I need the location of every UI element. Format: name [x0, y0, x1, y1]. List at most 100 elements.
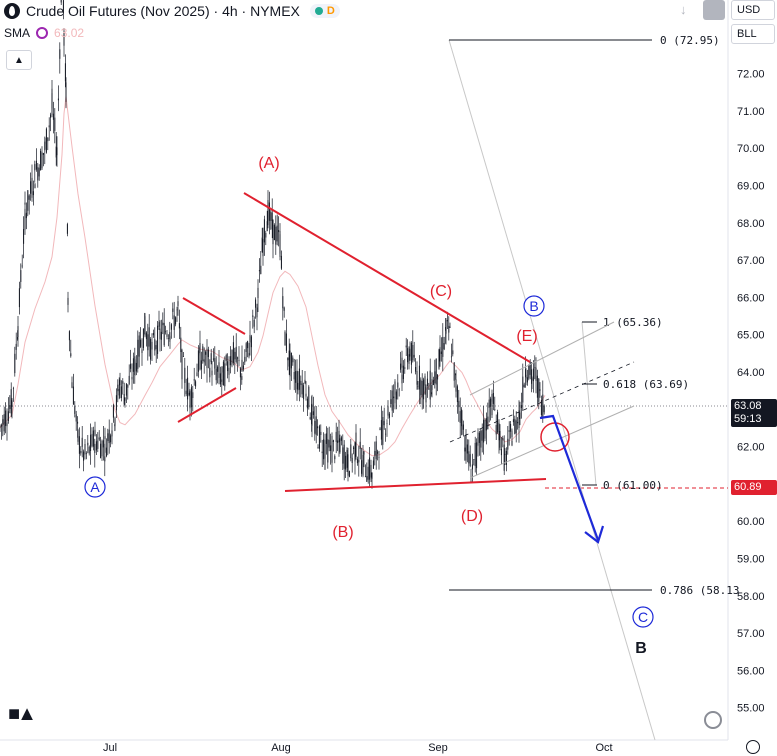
candle: [505, 451, 507, 465]
candle: [253, 319, 255, 327]
unit-select[interactable]: BLL: [731, 24, 775, 44]
symbol-icon[interactable]: [4, 3, 20, 19]
flag-lower-line: [177, 387, 237, 423]
candle: [268, 202, 270, 221]
candle: [491, 407, 493, 416]
candle: [328, 439, 330, 448]
candle: [7, 411, 9, 421]
candle: [452, 350, 454, 355]
candle: [539, 389, 541, 391]
tradingview-logo: ■▲: [8, 703, 37, 725]
candle: [497, 412, 499, 433]
candle: [250, 336, 252, 348]
symbol-title[interactable]: Crude Oil Futures (Nov 2025) · 4h · NYME…: [26, 3, 300, 19]
candle: [261, 237, 263, 252]
candle: [429, 370, 431, 400]
candle: [343, 444, 345, 469]
chart-header: Crude Oil Futures (Nov 2025) · 4h · NYME…: [0, 0, 340, 22]
fib-level-label: 0 (61.00): [603, 479, 663, 492]
candle: [304, 379, 306, 384]
candle: [114, 418, 116, 425]
indicator-settings-icon[interactable]: [36, 27, 49, 39]
candle: [197, 350, 199, 372]
candle: [122, 381, 124, 384]
candle: [356, 458, 358, 464]
candle: [51, 93, 53, 109]
y-tick-label: 65.00: [737, 330, 765, 342]
candle: [275, 226, 277, 245]
candle: [262, 239, 264, 257]
candle: [256, 307, 258, 318]
collapse-legend-button[interactable]: ▲: [6, 50, 32, 70]
candle: [504, 453, 506, 455]
candle: [494, 409, 496, 410]
candle: [169, 337, 171, 340]
candle: [298, 368, 300, 390]
candle: [162, 322, 164, 326]
indicator-name[interactable]: SMA: [4, 26, 31, 40]
settings-icon[interactable]: [704, 711, 722, 729]
candle: [366, 476, 368, 482]
candle: [9, 405, 11, 409]
candle: [107, 433, 109, 442]
candle: [339, 438, 341, 453]
candle: [362, 454, 364, 476]
candle: [2, 419, 4, 425]
candle: [271, 212, 273, 230]
candle: [402, 365, 404, 380]
candle: [222, 361, 224, 386]
candle: [78, 436, 80, 454]
candle: [500, 448, 502, 456]
candle: [511, 432, 513, 437]
candle: [54, 117, 56, 131]
download-arrow-icon[interactable]: ↓: [680, 2, 687, 17]
candle: [44, 141, 46, 144]
candle: [450, 356, 452, 358]
candle: [342, 447, 344, 464]
candle: [405, 345, 407, 348]
candle: [449, 326, 451, 328]
candle: [42, 153, 44, 155]
auto-scale-icon[interactable]: [746, 740, 760, 754]
flag-upper-line: [182, 297, 246, 335]
candle: [248, 353, 250, 357]
candle: [350, 444, 352, 459]
candle: [249, 335, 251, 343]
candle: [202, 346, 204, 361]
channel-upper: [469, 321, 615, 396]
candle: [379, 428, 381, 430]
candle: [6, 422, 8, 427]
candle: [163, 323, 165, 346]
candle: [175, 317, 177, 325]
candle: [327, 439, 329, 463]
candle: [390, 399, 392, 404]
candle: [525, 374, 527, 379]
candle: [300, 380, 302, 385]
candle: [84, 444, 86, 455]
candle: [400, 363, 402, 370]
candle: [370, 464, 372, 478]
candle: [510, 424, 512, 432]
chart-action-button[interactable]: [703, 0, 725, 20]
candle: [301, 383, 303, 395]
candle: [238, 359, 240, 362]
candle: [11, 400, 13, 407]
candle: [34, 184, 36, 189]
candle: [57, 98, 59, 101]
candle: [478, 432, 480, 443]
candle: [395, 391, 397, 400]
candle: [424, 376, 426, 386]
candle: [293, 372, 295, 380]
candle: [88, 446, 90, 454]
candle: [80, 451, 82, 454]
candle: [323, 439, 325, 460]
candle: [218, 362, 220, 378]
candle: [3, 414, 5, 432]
currency-select[interactable]: USD: [731, 0, 775, 20]
candle: [428, 388, 430, 390]
candle: [511, 440, 513, 446]
candle: [519, 412, 521, 419]
candle: [439, 347, 441, 362]
candle: [288, 350, 290, 367]
